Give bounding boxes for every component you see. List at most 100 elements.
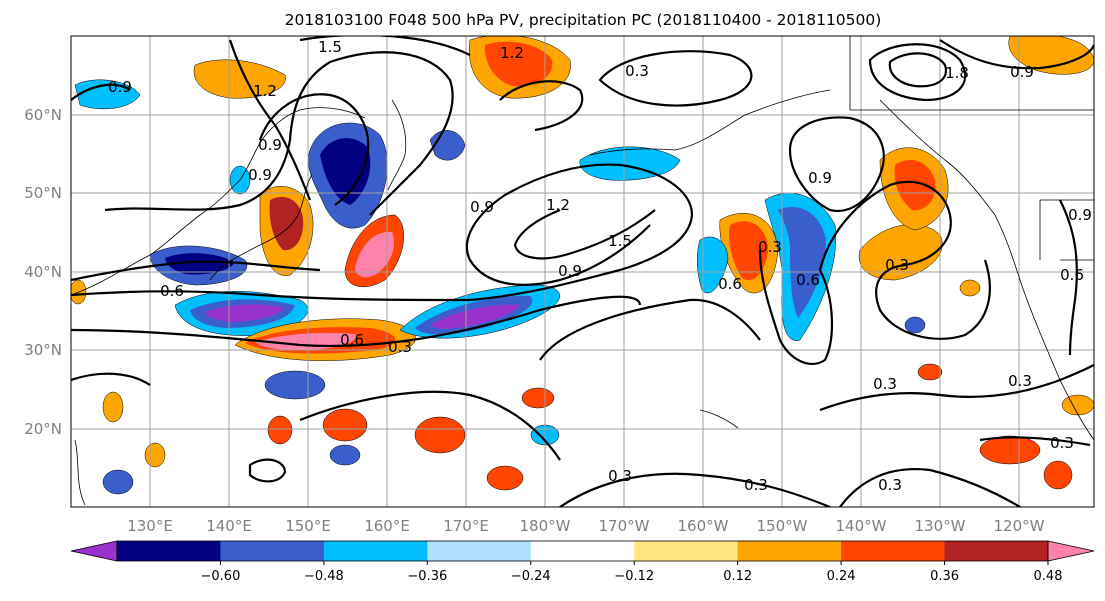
lat-tick-label: 40°N — [24, 263, 62, 281]
precip-positive-region — [322, 408, 368, 442]
lon-tick-label: 120°W — [994, 517, 1045, 535]
lon-tick-label: 150°W — [757, 517, 808, 535]
colorbar-tick-label: 0.36 — [930, 569, 959, 584]
precip-positive-region — [1061, 394, 1094, 416]
map-area: 1.5 1.2 0.3 0.9 1.2 0.9 0.9 1.2 1.5 0.9 … — [71, 36, 1094, 507]
pv-contour — [839, 468, 1021, 507]
pv-contour — [299, 390, 561, 461]
colorbar-extend-right — [1047, 540, 1095, 562]
contour-label: 1.2 — [253, 82, 277, 100]
contour-label: 1.8 — [945, 64, 969, 82]
contour-label: 0.9 — [558, 262, 582, 280]
precip-positive-region — [858, 224, 943, 281]
colorbar-tick-label: −0.60 — [201, 569, 241, 584]
pv-contour — [248, 458, 287, 483]
contour-label: 1.5 — [318, 38, 342, 56]
contour-label: 1.5 — [608, 232, 632, 250]
lon-tick-label: 170°E — [443, 517, 489, 535]
colorbar-segment — [841, 541, 946, 561]
pv-contour — [71, 372, 151, 386]
precip-positive-region — [484, 41, 553, 87]
precip-positive-region — [486, 465, 524, 491]
colorbar-segment — [530, 541, 635, 561]
precip-negative-region — [430, 304, 520, 329]
precip-positive-region — [917, 363, 943, 381]
precip-positive-region — [193, 59, 286, 99]
longitude-ticks: 130°E 140°E 150°E 160°E 170°E 180°W 170°… — [127, 517, 1044, 535]
precip-positive-region — [355, 231, 395, 278]
lon-tick-label: 170°W — [599, 517, 650, 535]
precip-negative-region — [579, 146, 681, 181]
precip-negative-region — [102, 469, 134, 495]
pv-contour — [818, 180, 991, 340]
lat-tick-label: 20°N — [24, 420, 62, 438]
pv-contour — [71, 163, 694, 302]
contour-label: 0.9 — [470, 198, 494, 216]
lon-tick-label: 150°E — [285, 517, 331, 535]
contour-label: 0.3 — [625, 62, 649, 80]
colorbar-segment — [737, 541, 842, 561]
contour-label: 0.3 — [744, 476, 768, 494]
lon-tick-label: 130°E — [127, 517, 173, 535]
pv-contour — [598, 50, 753, 107]
contour-label: 0.3 — [878, 476, 902, 494]
pv-contour — [939, 39, 1094, 70]
precip-positive-region — [979, 435, 1041, 465]
pv-contour — [888, 52, 948, 88]
contour-label: 0.3 — [388, 338, 412, 356]
pv-contour — [539, 298, 761, 361]
colorbar-tick-label: 0.12 — [723, 569, 752, 584]
pv-contour — [1059, 199, 1078, 356]
precip-positive-region — [267, 415, 293, 445]
contour-label: 0.6 — [1060, 266, 1084, 284]
colorbar-tick-label: −0.24 — [511, 569, 551, 584]
precip-positive-region — [414, 416, 466, 454]
lat-tick-label: 50°N — [24, 184, 62, 202]
contour-label: 0.6 — [340, 331, 364, 349]
pv-contour — [758, 249, 833, 366]
colorbar-extend-left — [70, 540, 118, 562]
precip-positive-region — [729, 221, 768, 281]
colorbar-segment — [220, 541, 325, 561]
contour-label: 0.6 — [718, 275, 742, 293]
contour-label: 0.3 — [873, 375, 897, 393]
colorbar-tick-label: −0.48 — [304, 569, 344, 584]
contour-label: 0.9 — [258, 136, 282, 154]
pv-contour — [104, 51, 454, 216]
pv-contour — [819, 364, 1094, 412]
lon-tick-label: 160°E — [364, 517, 410, 535]
pv-contour — [559, 472, 831, 507]
pv-contour — [258, 93, 370, 206]
colorbar-segment — [634, 541, 739, 561]
precip-negative-region — [205, 304, 285, 322]
colorbar-frame — [116, 540, 1049, 562]
coastlines — [71, 36, 1094, 506]
precip-positive-region — [959, 279, 981, 297]
map-frame — [70, 35, 1095, 508]
pv-contour — [71, 83, 131, 101]
contour-label: 0.9 — [108, 78, 132, 96]
pv-contour — [228, 39, 312, 201]
colorbar-tick-label: 0.24 — [827, 569, 856, 584]
pv-contour — [979, 436, 1091, 447]
contour-label: 0.9 — [1010, 63, 1034, 81]
colorbar-segment — [944, 541, 1049, 561]
lon-tick-label: 130°W — [915, 517, 966, 535]
contour-label: 0.3 — [1050, 434, 1074, 452]
contour-label: 0.3 — [758, 238, 782, 256]
colorbar-segment — [117, 541, 221, 561]
precip-negative-region — [778, 206, 826, 318]
lon-tick-label: 140°E — [206, 517, 252, 535]
contour-label: 0.9 — [808, 169, 832, 187]
pv-contour — [499, 80, 584, 132]
contour-label: 0.6 — [796, 271, 820, 289]
precip-negative-region — [320, 138, 371, 205]
contour-labels: 1.5 1.2 0.3 0.9 1.2 0.9 0.9 1.2 1.5 0.9 … — [108, 38, 1092, 494]
precip-positive-region — [269, 196, 304, 251]
pv-contour — [868, 43, 967, 102]
lon-tick-label: 140°W — [836, 517, 887, 535]
contour-label: 0.3 — [1008, 372, 1032, 390]
precip-positive-region — [102, 391, 124, 423]
contour-label: 0.9 — [248, 166, 272, 184]
figure-title: 2018103100 F048 500 hPa PV, precipitatio… — [285, 11, 882, 29]
